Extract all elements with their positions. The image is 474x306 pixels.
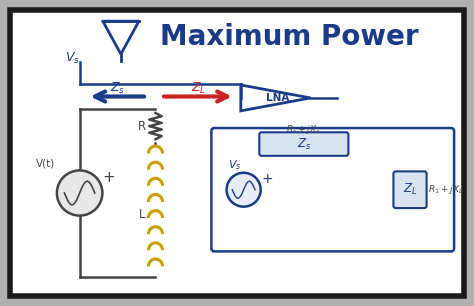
- Text: $Z_s$: $Z_s$: [297, 136, 311, 151]
- Text: $Z_L$: $Z_L$: [403, 182, 417, 197]
- Text: L: L: [139, 208, 146, 221]
- Text: Maximum Power: Maximum Power: [160, 23, 419, 51]
- Text: LNA: LNA: [266, 93, 290, 103]
- Circle shape: [57, 170, 102, 216]
- FancyBboxPatch shape: [259, 132, 348, 156]
- FancyBboxPatch shape: [10, 10, 464, 296]
- Text: $V_s$: $V_s$: [228, 158, 242, 172]
- FancyBboxPatch shape: [211, 128, 454, 252]
- Text: $V_s$: $V_s$: [64, 51, 80, 66]
- FancyBboxPatch shape: [393, 171, 427, 208]
- Text: +: +: [103, 170, 115, 185]
- Circle shape: [227, 173, 261, 207]
- Text: V(t): V(t): [36, 159, 55, 169]
- Text: $R_s+jX_s$: $R_s+jX_s$: [286, 123, 321, 136]
- Text: +: +: [262, 172, 273, 186]
- Text: $R_1+jX_L$: $R_1+jX_L$: [428, 183, 464, 196]
- Text: $Z_s$: $Z_s$: [110, 81, 125, 96]
- Text: R: R: [138, 120, 146, 133]
- Text: $Z_L$: $Z_L$: [191, 81, 206, 96]
